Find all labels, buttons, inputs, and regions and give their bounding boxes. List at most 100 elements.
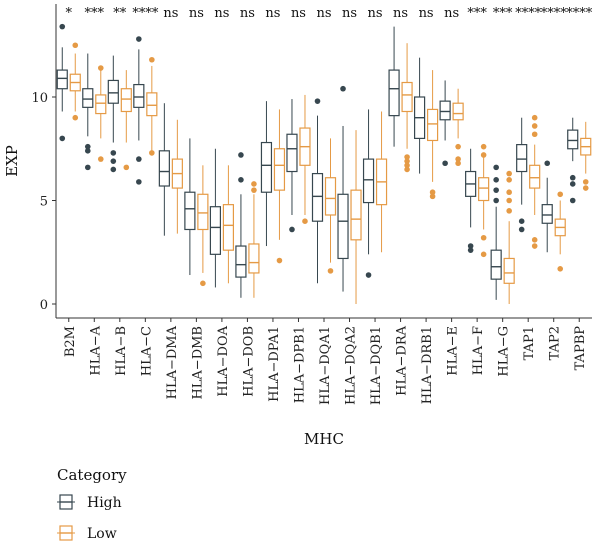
- box-outlier: [467, 243, 474, 249]
- box-outlier: [123, 164, 130, 171]
- box-outlier: [84, 164, 91, 171]
- significance-label: ns: [444, 6, 459, 21]
- box-low: [375, 111, 388, 253]
- box-outlier: [84, 148, 91, 154]
- box-body: [209, 206, 222, 255]
- box-high: [311, 98, 324, 284]
- box-low: [222, 165, 235, 284]
- box-body: [426, 108, 439, 142]
- box-high: [286, 99, 298, 233]
- box-outlier: [251, 181, 257, 187]
- x-axis-ticks: B2M HLA−A HLA−B HLA−C HLA−DMA HLA−DMB HLA−DOA H…: [63, 318, 588, 405]
- box-outlier: [302, 218, 308, 224]
- box-outlier: [493, 164, 499, 171]
- box-outlier: [480, 143, 487, 150]
- box-outlier: [404, 154, 410, 160]
- significance-label: ***: [467, 6, 487, 21]
- box-body: [541, 204, 553, 224]
- box-low: [503, 170, 515, 304]
- x-tick-label: HLA−DQA2: [344, 326, 359, 405]
- box-outlier: [276, 257, 283, 264]
- box-body: [273, 148, 286, 191]
- box-high: [56, 23, 68, 142]
- box-high: [158, 103, 170, 236]
- box-outlier: [582, 185, 589, 191]
- significance-label: *: [66, 6, 73, 21]
- box-outlier: [480, 234, 487, 241]
- box-high: [567, 117, 579, 204]
- x-tick-label: HLA−DRA: [395, 325, 410, 395]
- significance-label: **: [113, 6, 127, 21]
- box-outlier: [557, 266, 564, 272]
- box-outlier: [557, 191, 564, 198]
- box-low: [95, 65, 107, 162]
- box-body: [158, 150, 170, 187]
- y-tick-label: 0: [40, 298, 48, 313]
- x-tick-label: B2M: [63, 326, 78, 357]
- box-outlier: [531, 243, 538, 249]
- box-outlier: [506, 170, 512, 177]
- box-outlier: [506, 197, 512, 204]
- box-body: [197, 193, 209, 231]
- box-outlier: [544, 160, 551, 167]
- box-high: [465, 148, 477, 253]
- box-high: [209, 148, 222, 288]
- box-body: [516, 144, 528, 173]
- box-body: [439, 100, 451, 121]
- x-tick-label: HLA−DPA1: [267, 326, 282, 402]
- box-outlier: [582, 179, 589, 185]
- box-outlier: [480, 152, 487, 158]
- significance-label: ***: [493, 6, 513, 21]
- box-outlier: [493, 197, 499, 204]
- box-outlier: [149, 150, 155, 156]
- box-outlier: [365, 272, 372, 278]
- significance-label: ns: [368, 6, 383, 21]
- box-outlier: [136, 179, 142, 185]
- box-body: [337, 193, 349, 260]
- significance-label: ns: [240, 6, 255, 21]
- box-body: [82, 88, 94, 108]
- significance-labels: * *** ** **** ns ns ns ns ns ns ns ns ns ns ns ns *** ***…: [66, 6, 593, 21]
- box-body: [388, 69, 400, 117]
- legend-label: Low: [87, 526, 117, 542]
- legend: Category High Low: [57, 466, 127, 542]
- significance-label: ns: [163, 6, 178, 21]
- box-low: [324, 138, 337, 274]
- box-outlier: [149, 56, 155, 63]
- box-body: [235, 245, 247, 278]
- box-body: [324, 177, 337, 216]
- box-outlier: [404, 166, 410, 173]
- box-low: [299, 94, 311, 224]
- box-body: [56, 69, 68, 90]
- box-outlier: [429, 189, 436, 196]
- x-tick-label: HLA−DMB: [190, 326, 205, 400]
- x-tick-label: HLA−DMA: [165, 325, 180, 399]
- x-tick-label: HLA−DQA1: [318, 326, 333, 405]
- x-tick-label: TAPBP: [573, 326, 588, 371]
- box-body: [401, 81, 413, 113]
- box-high: [490, 164, 502, 300]
- significance-label: ****: [566, 6, 593, 21]
- x-tick-label: HLA−C: [139, 326, 154, 376]
- box-high: [541, 160, 553, 253]
- y-axis-title: EXP: [3, 145, 21, 177]
- box-outlier: [72, 42, 79, 49]
- box-outlier: [110, 158, 117, 164]
- box-high: [516, 117, 528, 233]
- x-tick-label: HLA−DRB1: [420, 326, 435, 404]
- box-outlier: [531, 131, 538, 138]
- box-outlier: [506, 177, 512, 183]
- legend-item-high: High: [57, 494, 122, 511]
- box-high: [260, 101, 273, 247]
- significance-label: ns: [342, 6, 357, 21]
- box-outlier: [455, 143, 461, 150]
- x-axis-title: MHC: [304, 430, 344, 448]
- box-body: [490, 249, 502, 280]
- box-low: [197, 165, 209, 287]
- box-outlier: [518, 218, 525, 224]
- box-body: [184, 191, 196, 231]
- box-body: [248, 243, 260, 274]
- box-low: [248, 181, 260, 298]
- box-body: [567, 129, 579, 150]
- box-outlier: [493, 177, 499, 183]
